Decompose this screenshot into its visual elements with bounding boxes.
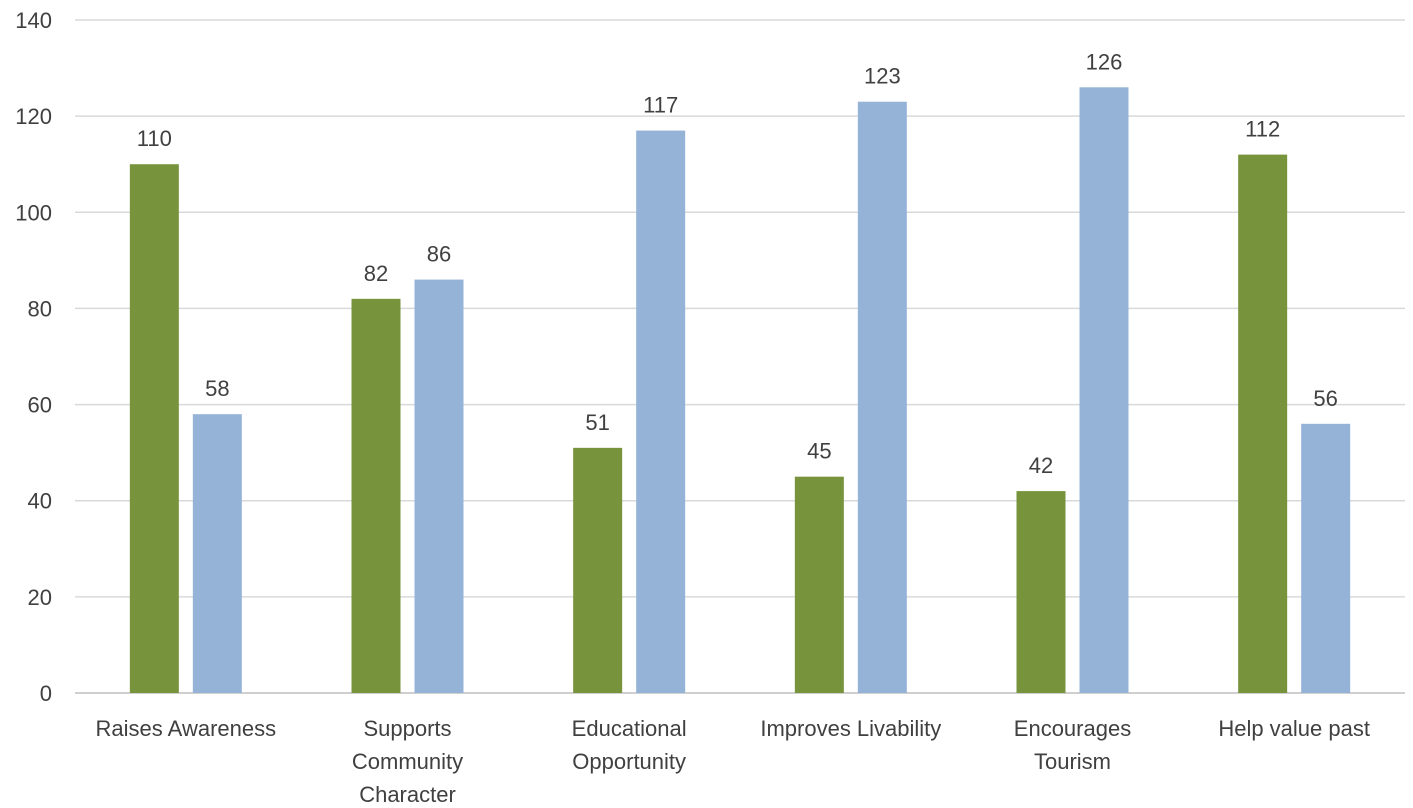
gridlines [75,19,1405,694]
category-label: Opportunity [572,749,686,774]
bar-series-2-category-5 [1079,87,1129,694]
bar-series-2-category-3 [636,130,686,694]
category-label: Encourages [1014,716,1131,741]
data-label: 117 [643,93,678,118]
data-label: 51 [585,410,609,435]
bar-series-2-category-6 [1301,423,1351,693]
bar-series-2-category-4 [857,101,907,693]
category-label: Raises Awareness [96,716,277,741]
data-label: 112 [1245,117,1280,142]
bar-series-2-category-1 [192,414,242,693]
bar-series-2-category-2 [414,279,464,693]
category-label: Character [359,782,456,807]
data-label: 126 [1086,49,1123,74]
category-label: Improves Livability [760,716,941,741]
bar-series-1-category-3 [573,447,623,693]
y-tick-label: 0 [40,681,52,706]
data-label: 58 [205,376,229,401]
y-tick-label: 60 [28,393,52,418]
bars [129,87,1351,694]
category-label: Community [352,749,463,774]
data-label: 56 [1313,386,1337,411]
category-label: Tourism [1034,749,1111,774]
data-label: 110 [137,126,172,151]
bar-series-1-category-4 [794,476,844,693]
y-axis-tick-labels: 0 20 40 60 80 100 120 140 [15,8,52,706]
data-labels: 110 58 82 86 51 117 45 123 42 126 112 56 [137,49,1338,478]
y-tick-label: 140 [15,8,52,33]
category-label: Help value past [1218,716,1370,741]
category-label: Supports [363,716,451,741]
data-label: 82 [364,261,388,286]
data-label: 42 [1029,453,1053,478]
bar-series-1-category-5 [1016,491,1066,693]
bar-series-1-category-6 [1238,154,1288,694]
y-tick-label: 120 [15,104,52,129]
y-tick-label: 40 [28,489,52,514]
y-tick-label: 80 [28,296,52,321]
y-tick-label: 100 [15,200,52,225]
data-label: 45 [807,439,831,464]
bar-series-1-category-2 [351,298,401,693]
category-label: Educational [572,716,687,741]
data-label: 86 [427,242,451,267]
y-tick-label: 20 [28,585,52,610]
bar-series-1-category-1 [129,164,179,693]
x-axis-category-labels: Raises Awareness Supports Community Charact… [96,716,1370,807]
data-label: 123 [864,64,901,89]
